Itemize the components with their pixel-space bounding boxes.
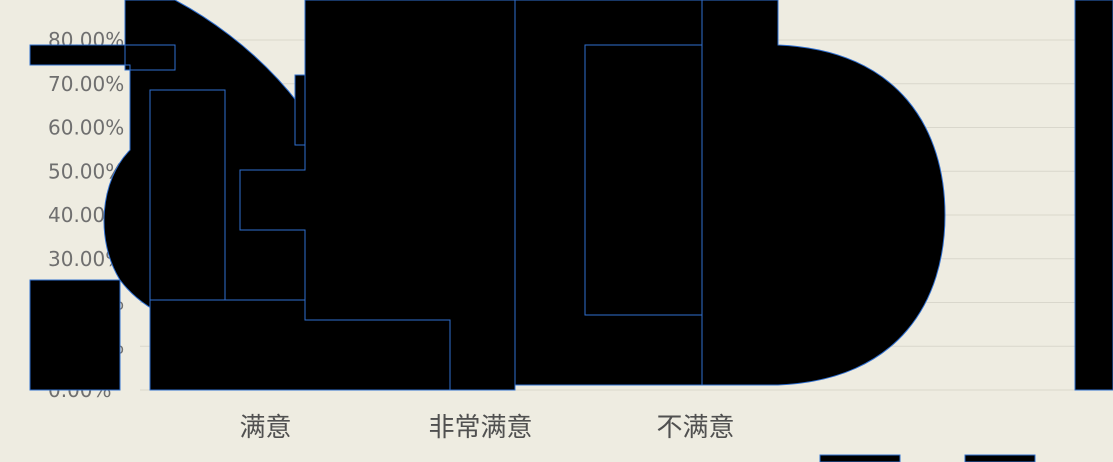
overlay-footer-1 bbox=[819, 454, 901, 462]
overlay-shape-right bbox=[1074, 0, 1113, 391]
x-category-label: 满意 bbox=[239, 413, 291, 443]
overlay-block-inner bbox=[584, 44, 716, 316]
x-category-label: 非常满意 bbox=[428, 413, 532, 443]
y-tick-label: 70.00% bbox=[48, 72, 124, 96]
x-axis-category-labels: 满意 非常满意 不满意 bbox=[239, 413, 734, 443]
x-category-label: 不满意 bbox=[656, 413, 734, 443]
overlay-shapes bbox=[29, 0, 1113, 462]
overlay-shape-d bbox=[701, 0, 946, 386]
overlay-footer-2 bbox=[964, 454, 1036, 462]
y-tick-label: 60.00% bbox=[48, 116, 124, 140]
